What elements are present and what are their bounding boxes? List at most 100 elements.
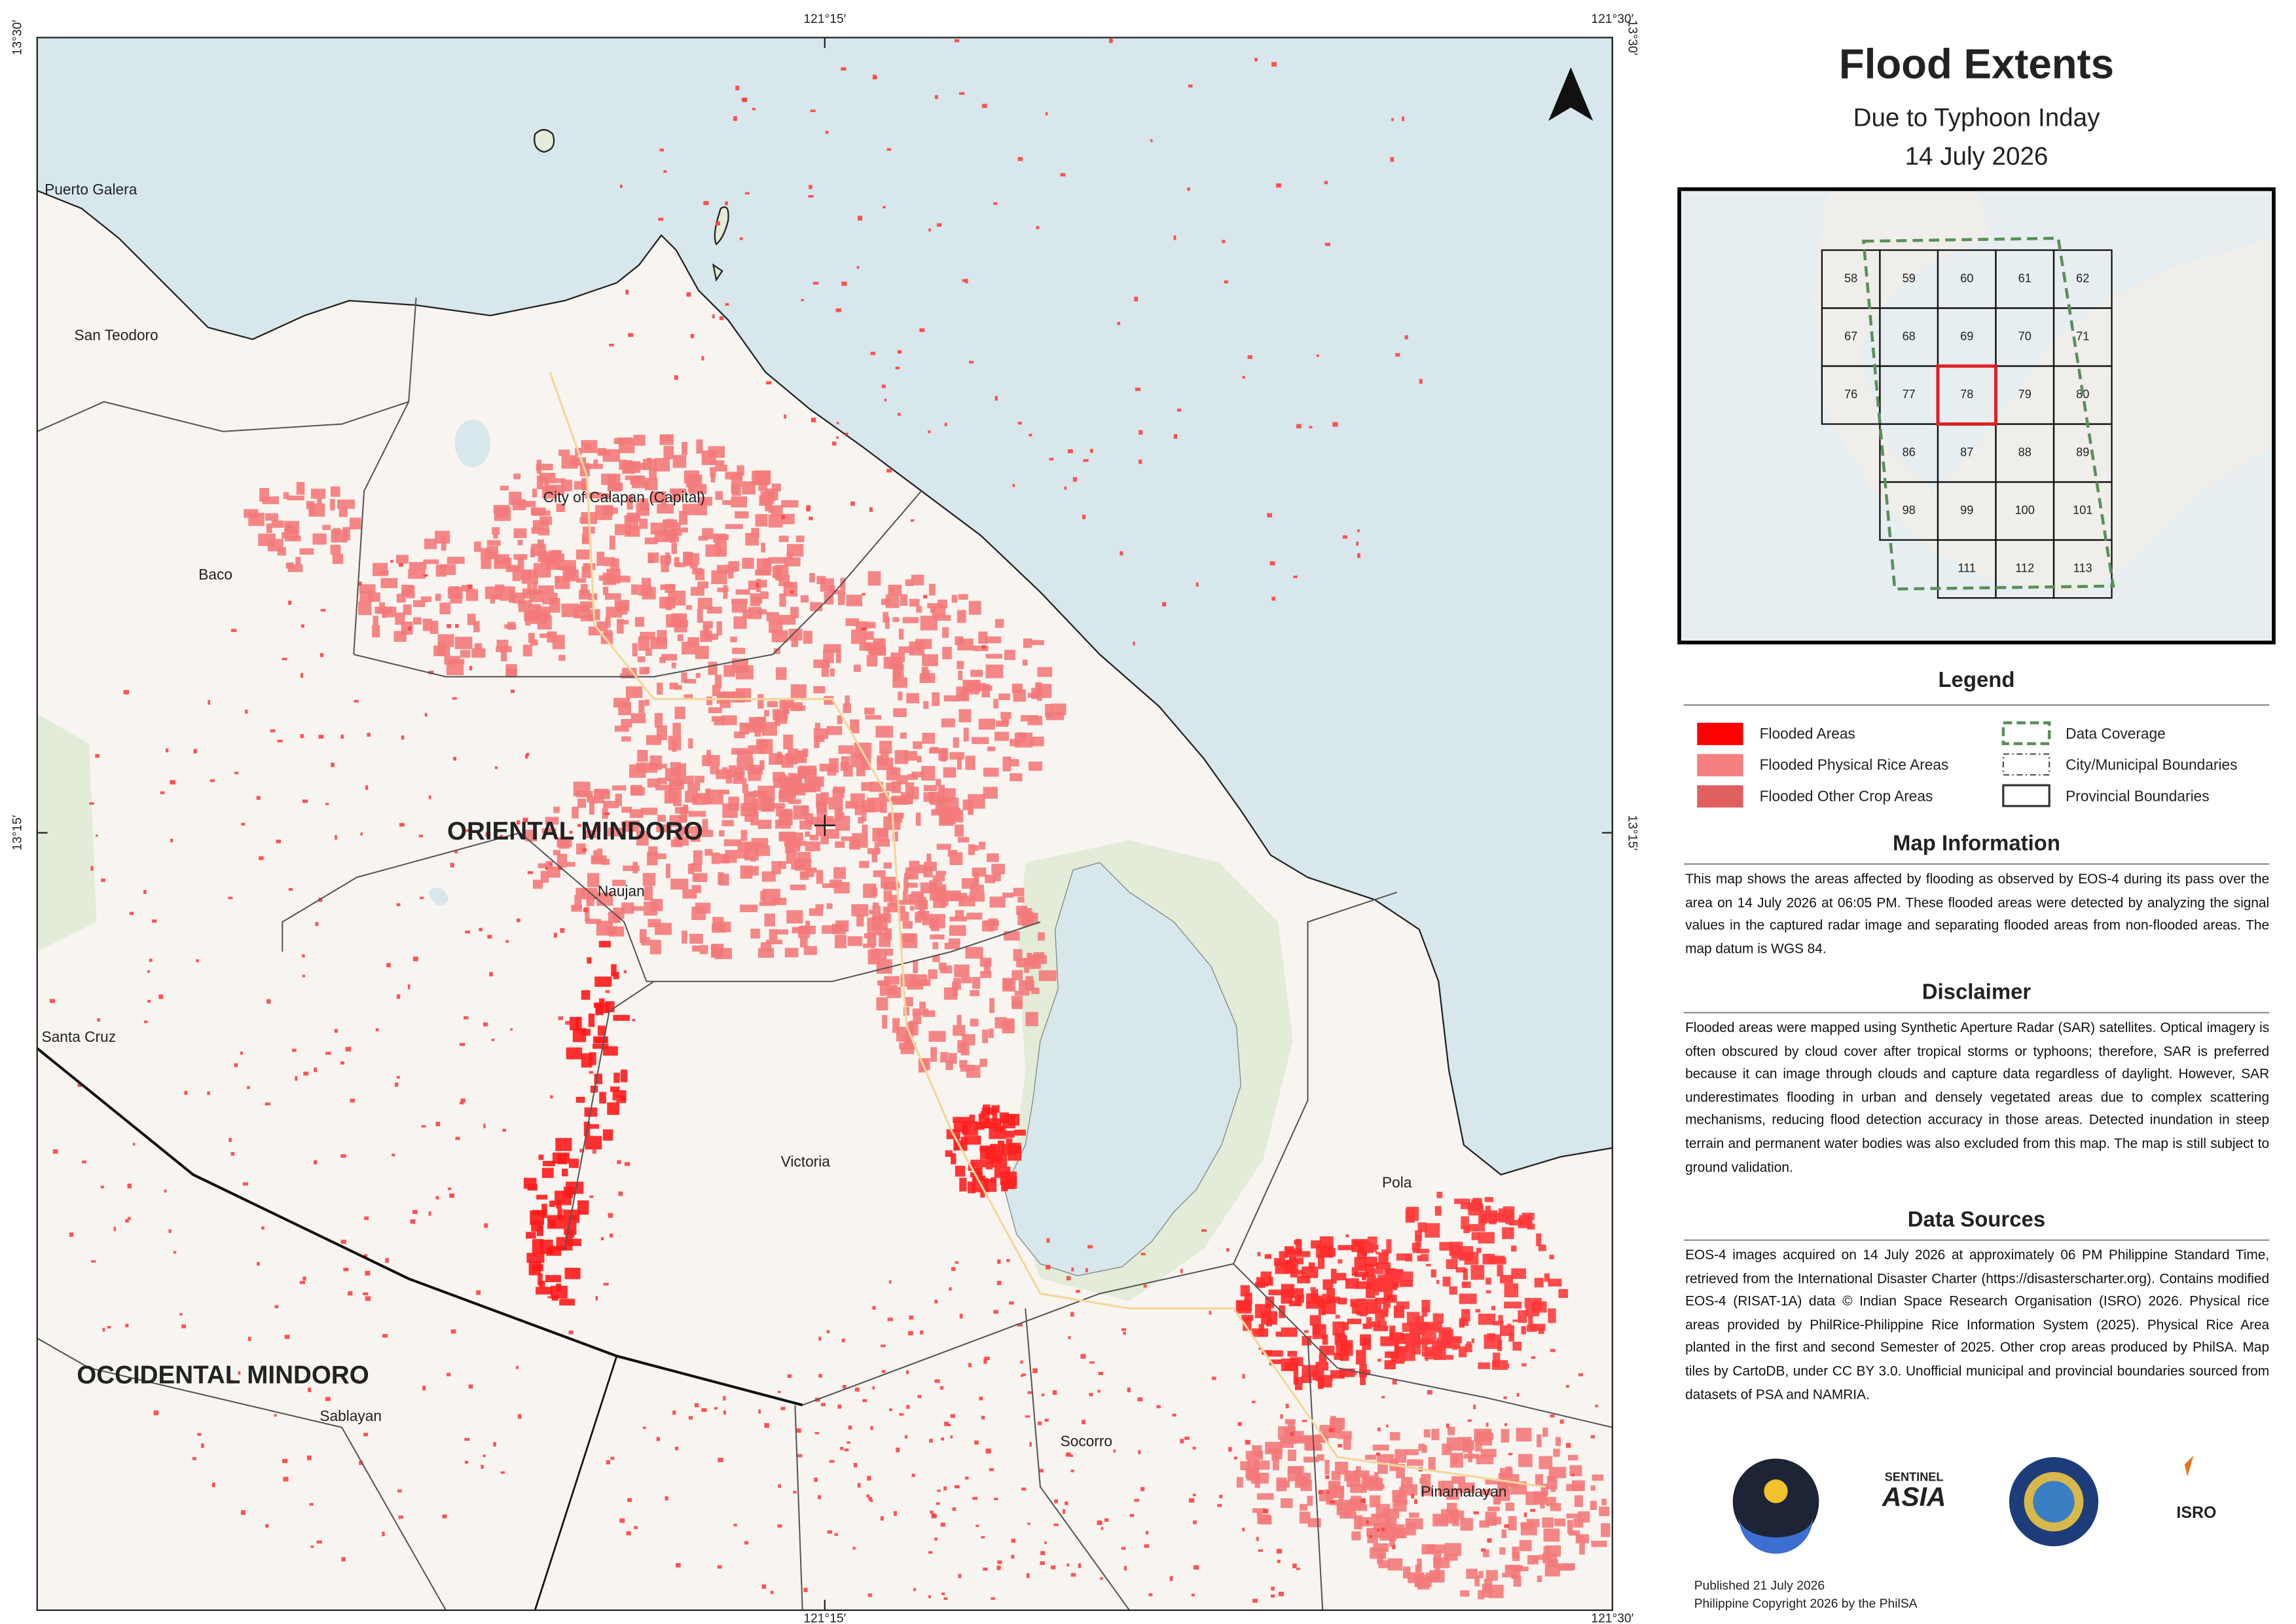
flood-patch [692, 945, 701, 952]
flood-patch [1415, 1327, 1420, 1340]
flood-patch [781, 500, 799, 507]
flood-patch [1192, 1494, 1196, 1496]
flood-patch [1359, 1369, 1371, 1375]
flood-patch [1278, 1591, 1284, 1596]
flood-patch [467, 584, 473, 589]
flood-patch [1309, 426, 1313, 429]
flood-patch [282, 657, 287, 661]
flood-patch [752, 597, 763, 604]
flood-patch [545, 817, 559, 825]
flood-patch [1009, 1301, 1014, 1305]
flood-patch [1451, 1476, 1466, 1484]
flood-patch [707, 789, 723, 805]
flood-patch [1521, 1326, 1525, 1330]
flood-patch [1287, 1466, 1302, 1481]
flood-patch [245, 709, 248, 714]
flood-patch [1315, 1361, 1329, 1371]
flood-patch [1195, 582, 1199, 587]
flood-patch [613, 438, 619, 445]
flood-patch [1558, 1564, 1574, 1571]
flood-patch [1369, 1278, 1385, 1283]
flood-patch [926, 853, 932, 862]
flood-patch [1377, 1463, 1388, 1474]
flood-patch [919, 903, 925, 916]
flood-patch [558, 866, 562, 870]
flood-patch [850, 501, 855, 506]
flood-patch [359, 591, 374, 602]
flood-patch [270, 729, 276, 733]
flood-patch [659, 148, 664, 152]
footer-text: Philippine Copyright 2026 by the PhilSA [1694, 1597, 1918, 1611]
flood-patch [1548, 1559, 1558, 1568]
flood-patch [164, 1189, 167, 1193]
flood-patch [1495, 1500, 1501, 1505]
flood-patch [446, 557, 465, 564]
flood-patch [695, 568, 705, 581]
flood-patch [1387, 1558, 1403, 1571]
flood-patch [603, 800, 619, 809]
flood-patch [1139, 459, 1142, 464]
flood-patch [1004, 931, 1020, 941]
flood-patch [989, 1468, 994, 1471]
flood-patch [605, 617, 611, 628]
flood-patch [929, 1439, 933, 1443]
flood-patch [1326, 1494, 1332, 1505]
flood-patch [630, 713, 646, 724]
flood-patch [735, 85, 740, 90]
flood-patch [907, 984, 924, 990]
flood-patch [593, 850, 598, 860]
flood-patch [898, 912, 909, 921]
flood-patch [1006, 1138, 1013, 1145]
flood-patch [359, 584, 376, 593]
flood-patch [1356, 542, 1358, 546]
flood-patch [95, 834, 98, 837]
flood-patch [872, 1306, 876, 1310]
flood-patch [829, 758, 839, 773]
flood-patch [716, 621, 722, 636]
flood-patch [1414, 1499, 1418, 1504]
flood-patch [779, 593, 786, 607]
flood-patch [725, 471, 743, 480]
flood-patch [1461, 1216, 1469, 1229]
flood-patch [906, 693, 919, 704]
flood-patch [744, 843, 763, 848]
flood-patch [1319, 1346, 1335, 1356]
flood-patch [617, 1160, 621, 1164]
flood-patch [827, 1530, 833, 1534]
flood-patch [522, 817, 528, 822]
flood-patch [170, 780, 175, 785]
flood-patch [197, 1433, 202, 1436]
flood-patch [1405, 1518, 1423, 1530]
flood-patch [242, 1182, 248, 1186]
flood-patch [1334, 1353, 1345, 1360]
flood-patch [385, 1258, 389, 1263]
flood-patch [559, 1299, 575, 1306]
flood-patch [1461, 1202, 1471, 1209]
flood-patch [1396, 1253, 1412, 1261]
flood-patch [957, 757, 962, 770]
flood-patch [989, 896, 1006, 908]
flood-patch [811, 417, 816, 423]
flood-patch [706, 606, 722, 614]
flood-patch [656, 1437, 661, 1441]
flood-patch [871, 851, 878, 862]
flood-patch [382, 1334, 388, 1338]
flood-patch [165, 748, 169, 752]
flood-patch [449, 1193, 454, 1198]
flood-patch [867, 571, 881, 586]
flood-patch [647, 778, 661, 788]
flood-patch [898, 692, 903, 701]
flood-patch [904, 1435, 908, 1439]
flood-patch [892, 617, 900, 622]
flood-patch [531, 527, 539, 534]
flood-patch [682, 504, 699, 515]
flood-patch [602, 586, 609, 595]
flood-patch [845, 432, 848, 435]
flood-patch [866, 655, 878, 667]
flood-patch [595, 505, 612, 521]
flood-patch [471, 648, 486, 658]
flood-patch [1383, 1305, 1389, 1310]
flood-patch [777, 1390, 781, 1393]
flood-patch [1579, 1543, 1585, 1555]
legend-swatch [1697, 722, 1743, 745]
